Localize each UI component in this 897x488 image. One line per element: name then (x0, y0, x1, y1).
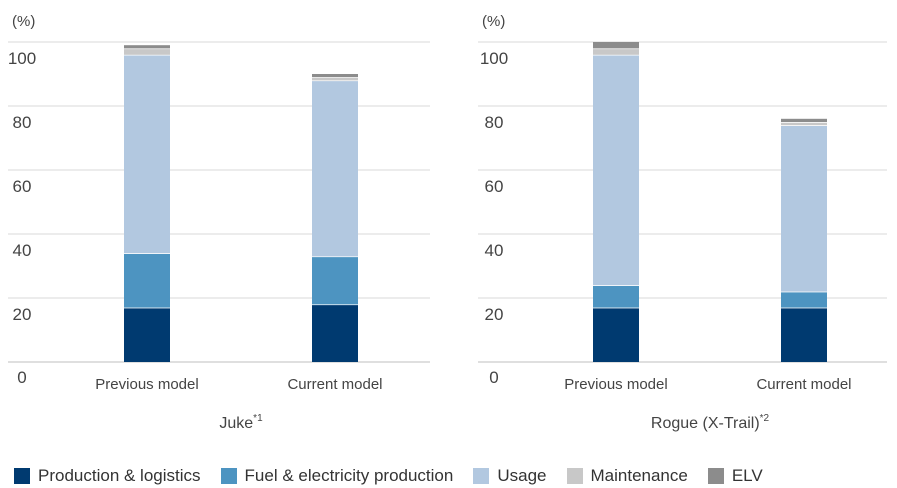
y-tick-label: 60 (13, 177, 32, 196)
y-tick-label: 80 (13, 113, 32, 132)
y-unit-label: (%) (482, 13, 505, 30)
y-tick-label: 60 (485, 177, 504, 196)
panel-title: Juke*1 (219, 413, 263, 432)
legend-swatch (14, 468, 30, 484)
bar-segment (593, 307, 639, 362)
x-category-label: Current model (287, 376, 382, 393)
y-tick-label: 0 (17, 368, 26, 387)
bar-segment (593, 285, 639, 308)
bar-segment (781, 125, 827, 292)
x-category-label: Previous model (95, 376, 198, 393)
bar-segment (781, 122, 827, 126)
legend-item-fuel-electricity: Fuel & electricity production (220, 466, 454, 486)
bar-segment (312, 304, 358, 362)
x-category-label: Current model (756, 376, 851, 393)
legend-item-production-logistics: Production & logistics (14, 466, 201, 486)
panel-title: Rogue (X-Trail)*2 (651, 413, 770, 432)
legend-label: ELV (731, 466, 763, 485)
bar-segment (124, 54, 170, 254)
y-tick-label: 0 (489, 368, 498, 387)
legend: Production & logistics Fuel & electricit… (14, 466, 783, 486)
bar-segment (593, 48, 639, 55)
bar-segment (124, 45, 170, 49)
bar-segment (593, 54, 639, 286)
y-tick-label: 80 (485, 113, 504, 132)
bar-segment (312, 256, 358, 305)
legend-swatch (707, 468, 724, 484)
legend-label: Usage (497, 466, 547, 485)
legend-label: Production & logistics (38, 466, 201, 485)
x-category-label: Previous model (564, 376, 667, 393)
legend-swatch (220, 468, 237, 484)
y-tick-label: 20 (485, 305, 504, 324)
bar-segment (781, 307, 827, 362)
y-tick-label: 20 (13, 305, 32, 324)
legend-item-usage: Usage (473, 466, 547, 486)
legend-item-maintenance: Maintenance (566, 466, 688, 486)
bar-segment (124, 307, 170, 362)
legend-swatch (566, 468, 583, 484)
legend-label: Fuel & electricity production (244, 466, 454, 485)
y-unit-label: (%) (12, 13, 35, 30)
bar-segment (124, 48, 170, 55)
bar-segment (312, 77, 358, 81)
legend-swatch (473, 468, 490, 484)
bar-segment (781, 291, 827, 308)
charts-canvas: (%) 0 20 40 60 80 100 Previous model Current mod… (8, 13, 887, 432)
legend-item-elv: ELV (707, 466, 763, 486)
y-tick-label: 40 (13, 241, 32, 260)
bar-segment (312, 80, 358, 257)
bar-segment (781, 118, 827, 122)
bar-segment (312, 74, 358, 78)
legend-label: Maintenance (590, 466, 688, 485)
bar-segment (124, 253, 170, 308)
y-tick-label: 100 (480, 49, 508, 68)
y-tick-label: 100 (8, 49, 36, 68)
bar-segment (593, 42, 639, 49)
y-tick-label: 40 (485, 241, 504, 260)
